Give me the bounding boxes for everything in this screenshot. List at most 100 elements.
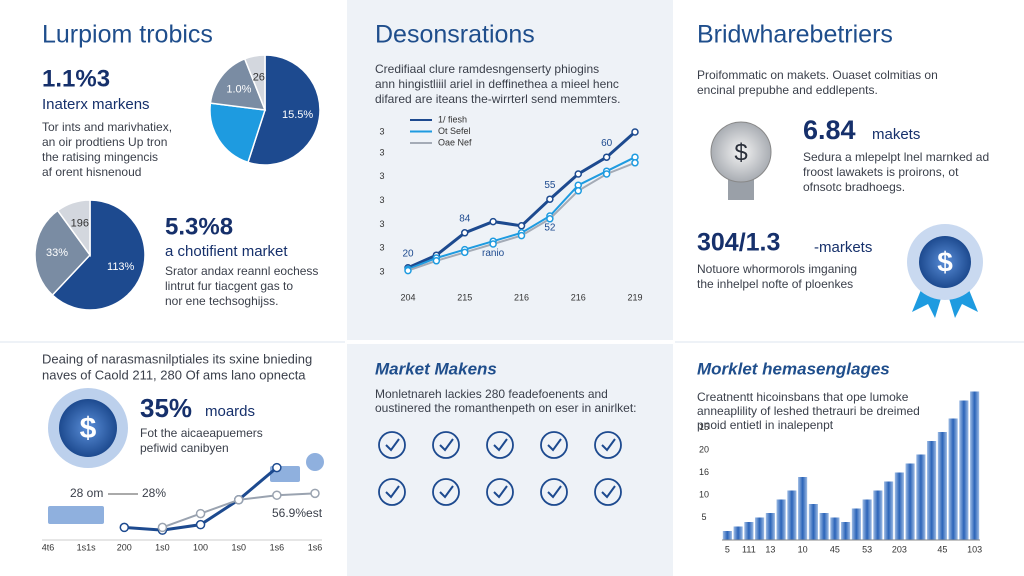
x-tick-label: 200 [117, 542, 132, 552]
body-text: the ratising mingencis [42, 150, 158, 164]
bar [744, 522, 754, 540]
data-label: 84 [459, 213, 471, 224]
legend-label: Ot Sefel [438, 126, 471, 136]
stat-value: 1.1%3 [42, 65, 110, 92]
check-mark [601, 438, 616, 452]
bar [905, 463, 915, 540]
bar [819, 513, 829, 540]
check-mark [439, 485, 454, 499]
annotation: 28% [142, 486, 166, 500]
bar [970, 391, 980, 540]
data-point [631, 128, 639, 136]
pie-slice [209, 102, 266, 164]
y-tick-label: 10 [699, 489, 709, 499]
check-icon [540, 431, 568, 459]
data-label: 60 [601, 138, 613, 149]
body-text: Monletnareh lackies 280 feadefoenents an… [375, 387, 608, 401]
data-point [602, 170, 611, 178]
x-tick-label: 1s6 [308, 542, 323, 552]
check-icon [486, 478, 514, 506]
panel-title: Desonsrations [375, 21, 535, 49]
data-label: 52 [544, 223, 556, 234]
bar [959, 400, 969, 540]
bar [765, 513, 775, 540]
panel-title: Morklet hemasenglages [697, 359, 890, 378]
panel-title: Market Makens [375, 359, 497, 378]
annotation: 28 om [70, 486, 103, 500]
bar [927, 441, 937, 540]
data-point [119, 522, 130, 533]
pie-slice [51, 199, 146, 311]
x-tick-label: 13 [765, 544, 775, 554]
x-tick-label: 10 [798, 544, 808, 554]
body-text: Deaing of narasmasnilptiales its sxine b… [42, 351, 312, 366]
x-tick-label: 53 [862, 544, 872, 554]
data-point [489, 217, 497, 226]
body-text: froost lawakets is proirons, ot [803, 165, 959, 179]
body-text: nor ene techsoghijss. [165, 294, 278, 308]
pie-chart: 113% 33% 196 [34, 199, 146, 311]
x-tick-label: 219 [627, 292, 642, 302]
data-point [574, 187, 582, 195]
body-text: Fot the aicaeapuemers [140, 426, 263, 440]
x-tick-label: 103 [967, 544, 982, 554]
body-text: the inhelpel nofte of ploenkes [697, 277, 853, 291]
bar [916, 454, 926, 540]
body-text: Sedura a mlepelpt lnel marnked ad [803, 150, 989, 164]
body-text: af orent hisnenoud [42, 165, 141, 179]
stat-value: 304/1.3 [697, 229, 780, 257]
data-point [272, 462, 282, 473]
bar [851, 508, 861, 540]
x-tick-label: 100 [193, 542, 208, 552]
x-tick-label: 1s6 [270, 542, 285, 552]
check-mark [493, 438, 508, 452]
data-point [310, 488, 320, 499]
bar [798, 477, 808, 540]
check-icon [594, 478, 622, 506]
x-tick-label: 203 [892, 544, 907, 554]
stat-label: a chotifient market [165, 243, 288, 260]
x-tick-label: 45 [937, 544, 947, 554]
slice-label: 196 [71, 218, 89, 230]
check-mark [547, 438, 562, 452]
data-point [233, 495, 244, 505]
stat-value: 35% [140, 393, 192, 423]
bar [948, 418, 958, 540]
pie-chart: 15.5% 1.0%26 [209, 54, 321, 166]
stat-label: makets [872, 126, 920, 143]
data-point [157, 522, 168, 533]
annotation: 56.9%est [272, 506, 323, 520]
check-icon [486, 431, 514, 459]
data-point [195, 508, 206, 519]
y-tick-label: 3 [379, 266, 384, 276]
check-mark [385, 438, 400, 452]
data-label: 20 [402, 248, 414, 259]
x-tick-label: 1s0 [155, 542, 170, 552]
data-point [517, 231, 526, 240]
body-text: pnoid entietl in inalepenpt [697, 418, 834, 432]
check-icon [594, 431, 622, 459]
data-point [461, 229, 469, 237]
check-icon [378, 431, 406, 459]
legend-label: Oae Nef [438, 137, 472, 147]
stat-label: -markets [814, 239, 872, 256]
body-text: encinal prepubhe and eddlepents. [697, 83, 878, 97]
body-text: Creatnentt hicoinsbans that ope lumoke [697, 390, 909, 404]
x-tick-label: 5 [725, 544, 730, 554]
bar [776, 499, 786, 540]
x-tick-label: 216 [514, 292, 529, 302]
y-tick-label: 3 [379, 219, 384, 229]
x-tick-label: 4t6 [42, 542, 55, 552]
x-tick-label: 204 [400, 292, 415, 302]
slice-label: 15.5% [282, 109, 313, 121]
bar-chart: 15 20 16 10 5 5 111 13 10 45 53 203 45 103 [699, 391, 982, 554]
check-mark [601, 485, 616, 499]
bar [884, 481, 894, 540]
body-text: ann hingistliiil ariel in deffinethea a … [375, 77, 619, 91]
body-text: an oir prodtiens Up tron [42, 135, 167, 149]
check-mark [493, 485, 508, 499]
bar [894, 472, 904, 540]
body-text: naves of Caold 211, 280 Of ams lano opne… [42, 367, 306, 382]
y-tick-label: 5 [701, 512, 706, 522]
